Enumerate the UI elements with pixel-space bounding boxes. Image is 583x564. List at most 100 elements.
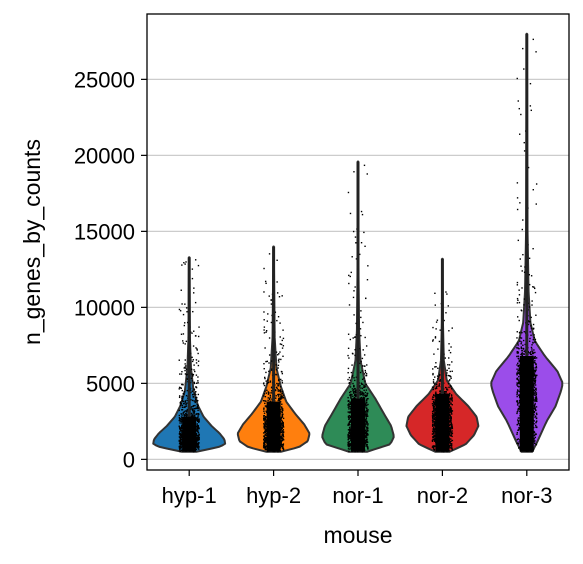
strip-point xyxy=(516,382,518,384)
strip-point xyxy=(194,259,197,261)
strip-point xyxy=(448,404,451,406)
strip-point xyxy=(531,350,533,352)
strip-point xyxy=(535,398,538,400)
strip-point xyxy=(449,415,451,417)
strip-point xyxy=(364,439,367,442)
strip-point xyxy=(197,360,200,362)
strip-point xyxy=(281,435,283,437)
strip-point xyxy=(530,353,533,356)
strip-point xyxy=(535,422,537,424)
strip-point xyxy=(350,371,353,374)
strip-point xyxy=(263,423,265,425)
strip-point xyxy=(280,419,283,421)
strip-point xyxy=(432,432,435,434)
strip-point xyxy=(446,369,448,372)
strip-point xyxy=(534,399,537,401)
strip-point xyxy=(516,377,519,379)
strip-point xyxy=(533,383,535,385)
strip-point xyxy=(518,428,520,430)
strip-point xyxy=(365,402,367,404)
strip-point xyxy=(277,384,280,387)
strip-point xyxy=(180,449,183,452)
strip-point xyxy=(350,402,352,405)
strip-point xyxy=(519,133,521,135)
strip-point xyxy=(432,435,435,438)
strip-point xyxy=(431,446,434,448)
strip-point xyxy=(448,367,450,370)
strip-point xyxy=(362,397,365,400)
strip-point xyxy=(533,439,535,441)
strip-point xyxy=(363,393,365,395)
strip-point xyxy=(347,415,350,418)
strip-point xyxy=(263,319,265,321)
strip-point xyxy=(532,328,535,330)
strip-point xyxy=(516,442,518,445)
strip-point xyxy=(264,376,266,379)
strip-point xyxy=(271,369,273,371)
strip-point xyxy=(533,434,536,437)
strip-point xyxy=(263,424,265,426)
strip-core xyxy=(519,356,534,452)
strip-point xyxy=(265,445,268,447)
strip-point xyxy=(535,424,537,427)
strip-point xyxy=(516,364,518,366)
strip-point xyxy=(280,445,282,447)
strip-point xyxy=(433,445,435,447)
strip-point xyxy=(178,395,181,397)
strip-point xyxy=(359,385,361,387)
strip-point xyxy=(355,242,357,244)
strip-point xyxy=(534,391,537,393)
strip-point xyxy=(348,418,350,420)
strip-point xyxy=(450,422,453,424)
strip-point xyxy=(367,424,369,426)
strip-point xyxy=(281,408,284,410)
strip-point xyxy=(184,367,187,369)
strip-point xyxy=(519,337,521,339)
strip-point xyxy=(190,368,193,371)
strip-point xyxy=(359,397,362,399)
strip-point xyxy=(516,208,519,211)
strip-point xyxy=(522,353,525,355)
strip-point xyxy=(364,415,366,417)
strip-point xyxy=(364,429,367,432)
strip-point xyxy=(349,448,351,450)
strip-point xyxy=(517,357,520,360)
strip-point xyxy=(535,183,538,185)
strip-point xyxy=(533,442,536,445)
strip-point xyxy=(350,396,352,398)
strip-point xyxy=(184,322,186,324)
strip-point xyxy=(277,383,279,385)
strip-point xyxy=(181,418,183,421)
strip-point xyxy=(178,442,181,445)
strip-point xyxy=(434,337,437,339)
strip-point xyxy=(518,107,520,110)
strip-point xyxy=(190,377,193,380)
strip-point xyxy=(434,434,436,436)
strip-point xyxy=(195,398,197,401)
strip-point xyxy=(518,396,521,399)
strip-point xyxy=(516,347,518,349)
strip-point xyxy=(365,374,367,377)
strip-point xyxy=(184,406,186,408)
strip-point xyxy=(349,443,351,445)
strip-point xyxy=(197,364,200,367)
strip-point xyxy=(279,390,281,392)
strip-point xyxy=(194,370,196,373)
strip-point xyxy=(180,441,183,444)
strip-point xyxy=(517,370,519,372)
strip-point xyxy=(198,437,200,439)
strip-point xyxy=(432,425,434,427)
strip-point xyxy=(532,38,534,41)
strip-point xyxy=(366,392,369,395)
strip-point xyxy=(276,259,278,261)
strip-point xyxy=(191,394,194,396)
strip-point xyxy=(351,375,354,378)
strip-point xyxy=(348,417,350,420)
strip-point xyxy=(518,443,520,445)
strip-point xyxy=(434,417,437,419)
strip-point xyxy=(432,430,434,433)
strip-point xyxy=(432,419,434,422)
strip-point xyxy=(263,412,266,414)
strip-point xyxy=(447,382,450,385)
